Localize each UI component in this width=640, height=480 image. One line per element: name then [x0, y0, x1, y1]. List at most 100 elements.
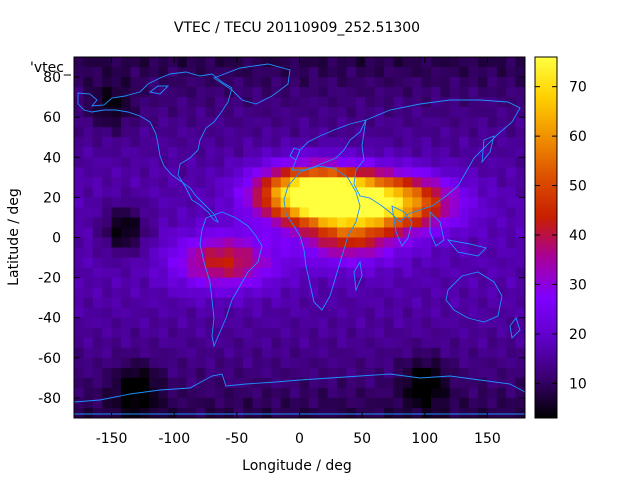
heatmap-cell	[421, 387, 432, 399]
heatmap-cell	[280, 197, 291, 209]
heatmap-cell	[487, 277, 498, 289]
heatmap-cell	[252, 207, 263, 219]
heatmap-cell	[299, 167, 310, 178]
heatmap-cell	[449, 397, 460, 409]
heatmap-cell	[102, 67, 113, 78]
heatmap-cell	[496, 157, 507, 168]
heatmap-cell	[478, 347, 489, 359]
heatmap-cell	[402, 67, 413, 78]
heatmap-cell	[149, 407, 160, 418]
heatmap-cell	[468, 77, 479, 88]
heatmap-cell	[261, 97, 272, 108]
heatmap-cell	[412, 297, 423, 309]
heatmap-cell	[299, 237, 310, 249]
heatmap-cell	[515, 127, 525, 138]
heatmap-cell	[337, 217, 348, 229]
heatmap-cell	[449, 87, 460, 98]
heatmap-cell	[139, 167, 150, 178]
heatmap-cell	[318, 327, 329, 339]
heatmap-cell	[233, 137, 244, 148]
heatmap-cell	[440, 57, 451, 68]
heatmap-cell	[515, 57, 525, 68]
heatmap-cell	[139, 257, 150, 269]
heatmap-cell	[139, 77, 150, 88]
heatmap-cell	[205, 397, 216, 409]
heatmap-cell	[412, 317, 423, 329]
heatmap-cell	[214, 317, 225, 329]
heatmap-cell	[402, 297, 413, 309]
heatmap-cell	[487, 237, 498, 249]
heatmap-cell	[233, 317, 244, 329]
heatmap-cell	[384, 137, 395, 148]
heatmap-cell	[337, 397, 348, 409]
heatmap-cell	[355, 267, 366, 279]
heatmap-cell	[402, 167, 413, 178]
heatmap-cell	[139, 377, 150, 389]
heatmap-cell	[243, 207, 254, 219]
heatmap-cell	[167, 97, 178, 108]
heatmap-cell	[261, 157, 272, 168]
heatmap-cell	[186, 197, 197, 209]
heatmap-cell	[280, 297, 291, 309]
heatmap-cell	[402, 157, 413, 168]
heatmap-cell	[243, 77, 254, 88]
y-tick-label: 80	[43, 70, 61, 86]
heatmap-cell	[252, 127, 263, 138]
heatmap-cell	[506, 87, 517, 98]
heatmap-cell	[318, 297, 329, 309]
heatmap-cell	[196, 97, 207, 108]
heatmap-cell	[337, 87, 348, 98]
heatmap-cell	[393, 177, 404, 188]
heatmap-cell	[412, 237, 423, 249]
heatmap-cell	[120, 317, 131, 329]
x-tick-label: 150	[474, 431, 501, 447]
heatmap-cell	[177, 247, 188, 259]
heatmap-cell	[355, 167, 366, 178]
heatmap-cell	[402, 147, 413, 158]
heatmap-cell	[177, 137, 188, 148]
heatmap-cell	[384, 257, 395, 269]
heatmap-cell	[384, 117, 395, 128]
heatmap-cell	[290, 227, 301, 239]
heatmap-cell	[196, 277, 207, 289]
heatmap-cell	[74, 237, 84, 249]
heatmap-cell	[506, 57, 517, 68]
heatmap-cell	[506, 217, 517, 229]
heatmap-cell	[308, 347, 319, 359]
heatmap-cell	[102, 77, 113, 88]
heatmap-cell	[243, 97, 254, 108]
heatmap-cell	[496, 197, 507, 209]
heatmap-cell	[468, 277, 479, 289]
heatmap-cell	[478, 167, 489, 178]
heatmap-cell	[120, 237, 131, 249]
heatmap-cell	[158, 357, 169, 369]
heatmap-cell	[186, 127, 197, 138]
heatmap-cell	[402, 117, 413, 128]
heatmap-cell	[74, 107, 84, 118]
heatmap-cell	[374, 187, 385, 198]
heatmap-cell	[346, 227, 357, 239]
heatmap-cell	[196, 367, 207, 379]
heatmap-cell	[271, 317, 282, 329]
heatmap-cell	[515, 367, 525, 379]
heatmap-cell	[459, 307, 470, 319]
heatmap-cell	[431, 327, 442, 339]
heatmap-cell	[478, 307, 489, 319]
heatmap-cell	[440, 117, 451, 128]
heatmap-cell	[515, 217, 525, 229]
heatmap-cell	[261, 267, 272, 279]
heatmap-cell	[421, 367, 432, 379]
heatmap-cell	[515, 297, 525, 309]
heatmap-cell	[290, 127, 301, 138]
heatmap-cell	[515, 167, 525, 178]
heatmap-cell	[196, 187, 207, 198]
heatmap-cell	[478, 77, 489, 88]
heatmap-cell	[224, 107, 235, 118]
heatmap-cell	[318, 77, 329, 88]
heatmap-cell	[271, 267, 282, 279]
heatmap-cell	[196, 67, 207, 78]
heatmap-cell	[167, 317, 178, 329]
heatmap-cell	[74, 147, 84, 158]
heatmap-cell	[515, 327, 525, 339]
heatmap-cell	[506, 267, 517, 279]
